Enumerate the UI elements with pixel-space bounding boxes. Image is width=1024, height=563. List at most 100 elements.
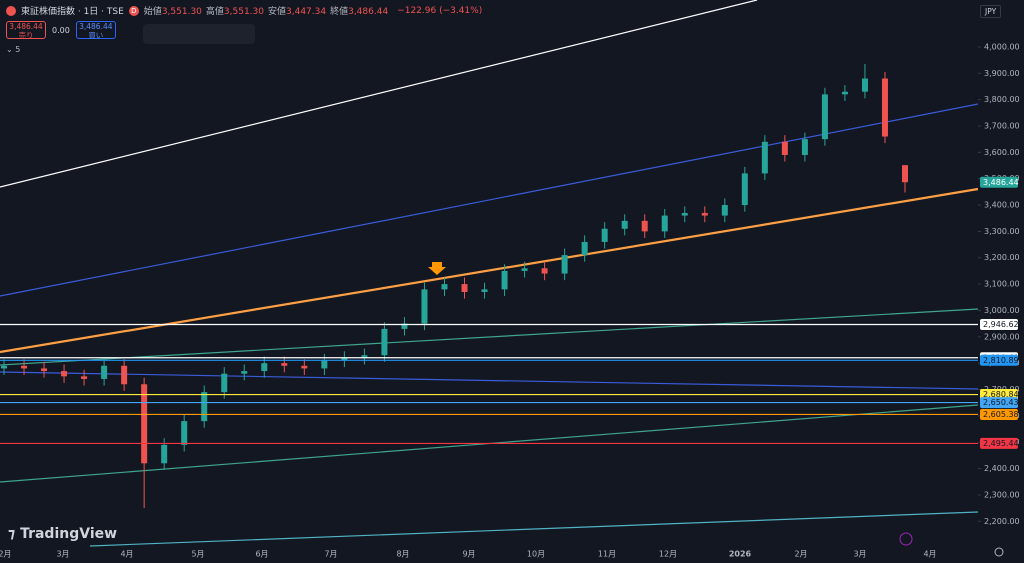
x-tick-label: 2026 — [729, 550, 752, 559]
logo: ⁊ TradingView — [8, 526, 118, 542]
candle-body — [721, 205, 728, 216]
price-level-label: 2,946.62 — [983, 320, 1019, 329]
logo-text: TradingView — [20, 526, 118, 542]
indicator-toggle[interactable]: ⌄ 5 — [6, 45, 21, 54]
candle-body — [121, 365, 128, 385]
buy-button[interactable]: 3,486.44 買い — [75, 21, 116, 40]
indicator-count: 5 — [15, 45, 21, 54]
candle-body — [881, 78, 888, 137]
x-tick-label: 3月 — [853, 550, 866, 559]
ohlc-label: 高値 — [205, 7, 224, 17]
y-tick-label: 3,700.00 — [984, 121, 1020, 130]
candle-body — [741, 173, 748, 206]
interval-badge: D — [128, 5, 139, 16]
candle-body — [861, 78, 868, 92]
ohlc: 始値3,551.30 高値3,551.30 安値3,447.34 終値3,486.44 — [144, 4, 392, 17]
y-tick-label: 3,200.00 — [984, 253, 1020, 262]
candle-body — [821, 94, 828, 140]
candle-body — [701, 212, 708, 216]
candle-body — [902, 165, 908, 183]
ohlc-label: 始値 — [143, 7, 162, 17]
candle-body — [441, 284, 448, 290]
trend-line — [89, 511, 979, 547]
y-tick-label: 2,200.00 — [984, 517, 1020, 526]
candle-body — [221, 373, 228, 393]
candle-body — [421, 289, 428, 324]
y-tick-label: 3,000.00 — [984, 306, 1020, 315]
buy-label: 買い — [88, 30, 104, 40]
x-tick-label: 2月 — [794, 550, 807, 559]
candle-body — [561, 255, 568, 274]
ohlc-value: 3,447.34 — [286, 7, 327, 17]
x-tick-label: 5月 — [191, 550, 204, 559]
candle-body — [201, 392, 208, 422]
trend-line — [0, 371, 979, 390]
x-tick-label: 4月 — [923, 550, 936, 559]
currency[interactable]: JPY — [980, 5, 1002, 18]
ohlc-label: 終値 — [330, 7, 349, 17]
candle-body — [621, 220, 628, 229]
price-level-label: 2,495.44 — [983, 439, 1019, 448]
change: −122.96 (−3.41%) — [397, 5, 483, 16]
y-tick-label: 3,600.00 — [984, 148, 1020, 157]
y-tick-label: 2,400.00 — [984, 464, 1020, 473]
x-tick-label: 12月 — [659, 550, 677, 559]
y-tick-label: 3,100.00 — [984, 280, 1020, 289]
candle-body — [501, 270, 508, 290]
x-tick-label: 9月 — [462, 550, 475, 559]
candle-body — [601, 228, 608, 242]
candle-body — [361, 355, 368, 358]
y-tick-label: 2,300.00 — [984, 490, 1020, 499]
trend-line — [0, 308, 979, 366]
x-tick-label: 8月 — [396, 550, 409, 559]
settings-icon[interactable] — [994, 547, 1004, 557]
candle-body — [341, 357, 348, 361]
candle-body — [521, 268, 528, 271]
spread: 0.00 — [52, 25, 70, 35]
x-tick-label: 10月 — [527, 550, 545, 559]
symbol-header: 東証株価指数 · 1日 · TSE D 始値3,551.30 高値3,551.30… — [6, 4, 482, 17]
last-price-tag — [980, 176, 1018, 188]
candle-body — [781, 141, 788, 155]
sell-label: 売り — [18, 30, 34, 40]
candle-body — [401, 323, 408, 329]
candle-body — [461, 284, 468, 293]
price-level-tag — [980, 397, 1018, 409]
candle-body — [61, 371, 68, 377]
candle-body — [21, 365, 28, 369]
x-tick-label: 4月 — [120, 550, 133, 559]
price-axis — [978, 0, 1024, 563]
trend-line — [0, 0, 758, 188]
x-tick-label: 3月 — [56, 550, 69, 559]
candle-body — [481, 289, 488, 293]
candle-body — [81, 376, 88, 379]
y-tick-label: 3,300.00 — [984, 227, 1020, 236]
candle-body — [541, 268, 548, 274]
sell-button[interactable]: 3,486.44 売り — [6, 21, 46, 39]
candle-body — [101, 365, 108, 379]
arrow-marker — [428, 262, 446, 275]
symbol-name[interactable]: 東証株価指数 · 1日 · TSE — [21, 7, 124, 17]
y-tick-label: 2,900.00 — [984, 332, 1020, 341]
candle-body — [381, 328, 388, 356]
last-price-label: 3,486.44 — [983, 178, 1019, 187]
candle-body — [801, 139, 808, 155]
candle-body — [641, 220, 648, 232]
candle-body — [161, 444, 168, 464]
candle-body — [321, 360, 328, 369]
sell-price: 3,486.44 — [9, 22, 43, 31]
price-level-tag — [980, 408, 1018, 420]
candle-body — [661, 215, 668, 232]
ohlc-label: 安値 — [267, 7, 286, 17]
trade-panel: 3,486.44 売り 0.00 3,486.44 買い — [6, 21, 116, 39]
candle-body — [1, 365, 7, 369]
y-tick-label: 3,900.00 — [984, 69, 1020, 78]
candle-body — [281, 363, 288, 366]
drawing-toolbar[interactable] — [143, 24, 255, 44]
replay-icon[interactable] — [899, 532, 913, 546]
x-tick-label: 7月 — [324, 550, 337, 559]
